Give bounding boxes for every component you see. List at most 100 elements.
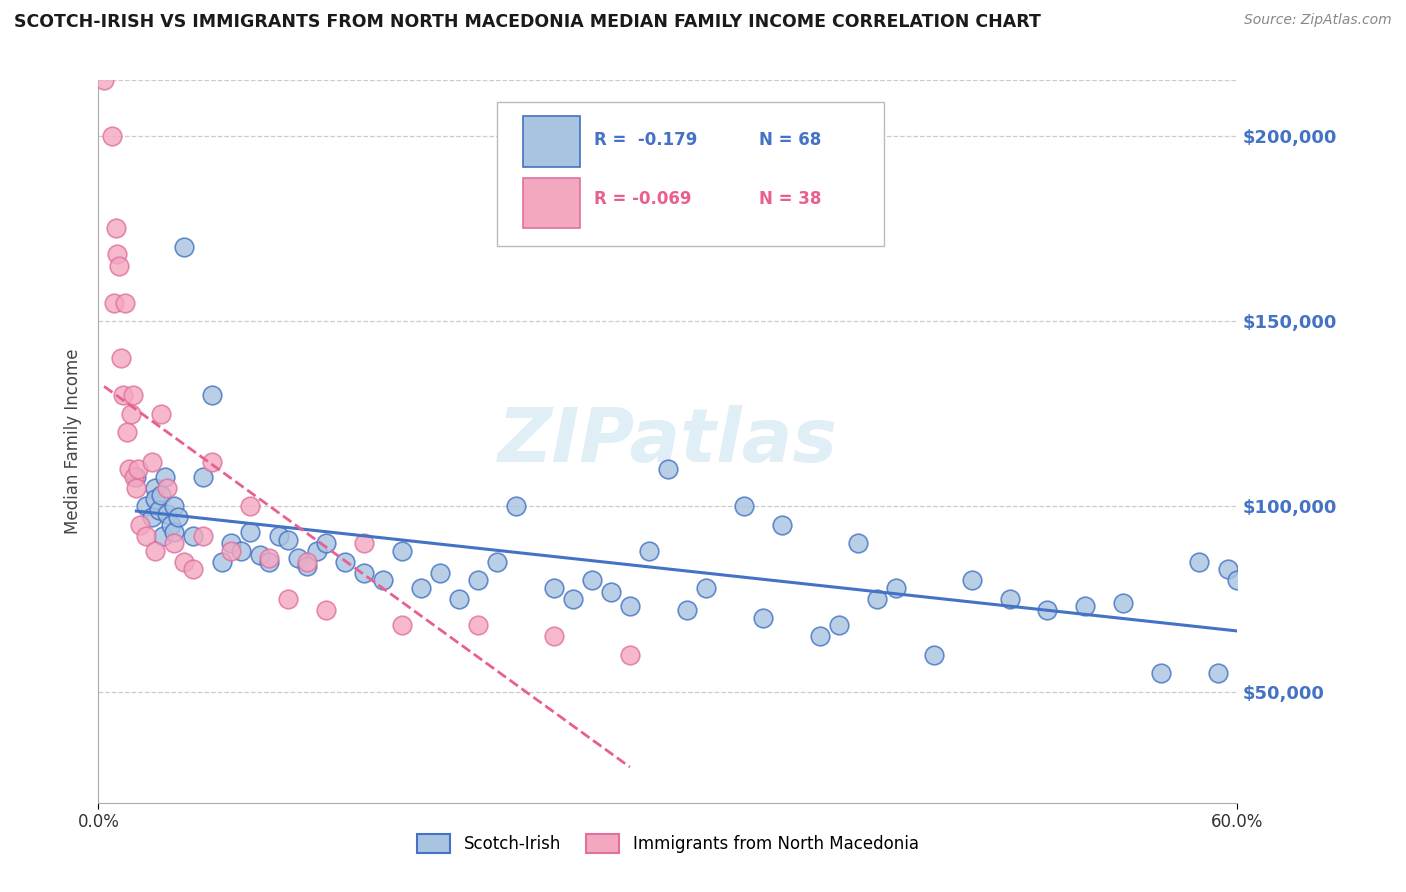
Point [211, 555, 233, 569]
Point [221, 544, 243, 558]
Point [287, 551, 309, 566]
FancyBboxPatch shape [523, 117, 581, 167]
Point [1074, 599, 1097, 614]
Point [159, 517, 181, 532]
Point [1036, 603, 1059, 617]
Point [153, 469, 176, 483]
Point [884, 581, 907, 595]
Point [411, 581, 433, 595]
Point [1188, 555, 1211, 569]
Point [315, 603, 337, 617]
Point [93, 73, 115, 87]
Point [118, 462, 141, 476]
Point [114, 295, 136, 310]
Point [277, 533, 299, 547]
Point [145, 491, 167, 506]
Point [600, 584, 623, 599]
Point [998, 592, 1021, 607]
Point [103, 295, 125, 310]
Point [638, 544, 661, 558]
Point [297, 558, 319, 573]
Point [277, 592, 299, 607]
Point [135, 529, 157, 543]
Point [695, 581, 717, 595]
Point [104, 221, 127, 235]
Point [543, 581, 565, 595]
Point [353, 536, 375, 550]
Point [239, 500, 262, 514]
Point [676, 603, 699, 617]
Point [156, 507, 179, 521]
Text: R = -0.069: R = -0.069 [593, 191, 692, 209]
Point [201, 388, 224, 402]
Point [125, 469, 148, 483]
Legend: Scotch-Irish, Immigrants from North Macedonia: Scotch-Irish, Immigrants from North Mace… [411, 827, 925, 860]
Point [353, 566, 375, 580]
Point [391, 544, 413, 558]
Point [141, 510, 163, 524]
Point [100, 128, 122, 143]
FancyBboxPatch shape [498, 102, 884, 246]
Point [866, 592, 889, 607]
Point [960, 574, 983, 588]
Text: Source: ZipAtlas.com: Source: ZipAtlas.com [1244, 13, 1392, 28]
Point [467, 618, 489, 632]
Point [391, 618, 413, 632]
Point [249, 548, 271, 562]
Point [505, 500, 527, 514]
Point [183, 529, 205, 543]
Point [733, 500, 755, 514]
Point [315, 536, 337, 550]
Text: R =  -0.179: R = -0.179 [593, 130, 697, 149]
Point [129, 517, 152, 532]
Point [371, 574, 394, 588]
Point [150, 407, 173, 421]
Point [110, 351, 132, 366]
Point [467, 574, 489, 588]
Point [191, 529, 214, 543]
Point [770, 517, 793, 532]
Point [1216, 562, 1239, 576]
Point [752, 610, 775, 624]
Y-axis label: Median Family Income: Median Family Income [65, 349, 83, 534]
Point [125, 481, 148, 495]
Point [191, 469, 214, 483]
Point [1112, 596, 1135, 610]
Point [922, 648, 945, 662]
Point [167, 510, 190, 524]
Point [1150, 666, 1173, 681]
Point [152, 529, 174, 543]
Point [828, 618, 851, 632]
Point [124, 469, 146, 483]
Point [239, 525, 262, 540]
Text: N = 68: N = 68 [759, 130, 821, 149]
Point [145, 544, 167, 558]
Point [229, 544, 252, 558]
Point [429, 566, 451, 580]
Point [173, 555, 195, 569]
Point [148, 503, 170, 517]
Point [267, 529, 290, 543]
Point [297, 555, 319, 569]
Point [562, 592, 585, 607]
Point [449, 592, 471, 607]
Point [115, 425, 138, 440]
Point [108, 259, 131, 273]
Point [221, 536, 243, 550]
Point [163, 500, 186, 514]
Point [120, 407, 142, 421]
Point [808, 629, 831, 643]
Point [486, 555, 509, 569]
Point [173, 240, 195, 254]
Point [543, 629, 565, 643]
Point [150, 488, 173, 502]
Point [619, 599, 641, 614]
Point [145, 481, 167, 495]
Point [201, 455, 224, 469]
Point [163, 525, 186, 540]
Point [121, 388, 143, 402]
Point [259, 551, 281, 566]
Point [581, 574, 603, 588]
Point [127, 462, 149, 476]
Point [657, 462, 679, 476]
